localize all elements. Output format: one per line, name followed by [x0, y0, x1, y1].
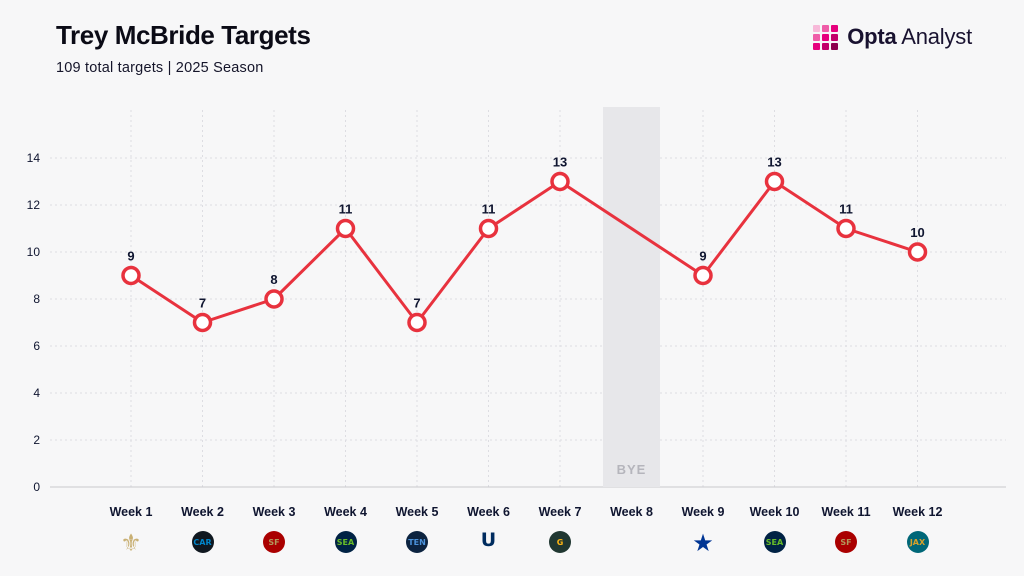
x-axis-label: Week 9 — [681, 505, 725, 519]
seattle-seahawks-logo-icon: SEA — [334, 531, 357, 553]
data-points: 9 7 8 11 7 11 13 9 13 11 10 — [121, 155, 928, 333]
x-axis-label: Week 6 — [467, 505, 510, 519]
tennessee-titans-logo-icon: TEN — [406, 531, 428, 553]
x-axis-label: Week 2 — [181, 505, 224, 519]
san-francisco-49ers-logo-icon: SF — [263, 531, 285, 553]
targets-line — [129, 180, 919, 324]
y-tick-label: 8 — [33, 292, 40, 306]
data-point — [264, 289, 284, 309]
opta-mark-square — [813, 42, 821, 50]
data-point — [121, 265, 141, 286]
y-tick-label: 0 — [33, 480, 40, 494]
opta-logo-text-bold: Opta — [847, 24, 897, 49]
opta-logo-icon — [813, 24, 839, 50]
y-axis-ticks: 0 2 4 6 8 10 12 14 — [27, 151, 41, 494]
opta-mark-square — [831, 42, 839, 50]
x-axis-label: Week 10 — [749, 505, 800, 519]
x-axis-label: Week 7 — [538, 505, 582, 519]
header: Trey McBride Targets 109 total targets |… — [56, 20, 972, 76]
data-point-label: 11 — [339, 202, 353, 217]
x-axis-labels: Week 1 Week 2 Week 3 Week 4 Week 5 Week 6 Week… — [0, 505, 1024, 523]
y-tick-label: 6 — [33, 339, 40, 353]
data-point-label: 7 — [199, 296, 206, 311]
vertical-gridlines — [130, 110, 918, 487]
y-tick-label: 4 — [33, 386, 40, 400]
data-point — [836, 218, 856, 239]
data-point — [478, 218, 499, 239]
data-point-label: 13 — [553, 155, 567, 170]
horizontal-gridlines — [50, 157, 1006, 488]
x-axis-label: Week 1 — [109, 505, 153, 519]
x-axis-label: Week 3 — [252, 505, 296, 519]
seattle-seahawks-logo-icon: SEA — [763, 531, 786, 553]
y-tick-label: 2 — [33, 433, 40, 447]
bye-week-column — [603, 107, 660, 487]
new-orleans-saints-logo-icon: ⚜ — [120, 529, 142, 557]
x-axis-label: Week 5 — [395, 505, 439, 519]
data-point — [335, 218, 356, 239]
data-point-label: 9 — [699, 249, 706, 264]
indianapolis-colts-logo-icon: U — [480, 529, 497, 551]
opta-analyst-logo: Opta Analyst — [813, 24, 972, 50]
opponent-logos: ⚜ CAR SF SEA TEN U G ★ SEA SF JAX — [0, 531, 1024, 559]
page-subtitle: 109 total targets | 2025 Season — [56, 60, 264, 76]
opta-mark-square — [822, 42, 830, 50]
opta-mark-square — [831, 33, 839, 41]
data-point-label: 13 — [767, 155, 781, 170]
data-point — [764, 171, 785, 192]
opta-mark-square — [831, 24, 839, 32]
data-point-label: 8 — [270, 272, 277, 287]
x-axis-label: Week 4 — [324, 505, 367, 519]
opta-mark-square — [822, 24, 830, 32]
opta-mark-square — [813, 33, 821, 41]
opta-logo-text-light: Analyst — [901, 24, 972, 49]
data-point-label: 9 — [127, 249, 134, 264]
x-axis-label: Week 11 — [821, 505, 871, 519]
data-point-label: 10 — [910, 225, 924, 240]
header-titles: Trey McBride Targets 109 total targets |… — [56, 20, 311, 76]
y-tick-label: 12 — [27, 198, 41, 212]
y-tick-label: 10 — [27, 245, 41, 259]
carolina-panthers-logo-icon: CAR — [191, 531, 214, 553]
data-point — [693, 265, 713, 286]
san-francisco-49ers-logo-icon: SF — [835, 531, 857, 553]
opta-mark-square — [822, 33, 830, 41]
dallas-cowboys-logo-icon: ★ — [692, 529, 714, 557]
y-tick-label: 14 — [27, 151, 41, 165]
x-axis-label: Week 8 — [610, 505, 653, 519]
data-point-label: 11 — [482, 202, 496, 217]
data-point-label: 7 — [413, 296, 420, 311]
opta-mark-square — [813, 24, 821, 32]
data-point-label: 11 — [839, 202, 853, 217]
data-point — [907, 242, 928, 262]
x-axis-label: Week 12 — [892, 505, 943, 519]
bye-label: BYE — [617, 462, 647, 477]
page-title: Trey McBride Targets — [56, 20, 311, 50]
data-point — [192, 312, 213, 333]
jacksonville-jaguars-logo-icon: JAX — [906, 531, 929, 553]
opta-logo-text: Opta Analyst — [847, 24, 972, 50]
green-bay-packers-logo-icon: G — [549, 531, 571, 553]
data-point — [550, 171, 570, 192]
data-point — [407, 312, 427, 333]
